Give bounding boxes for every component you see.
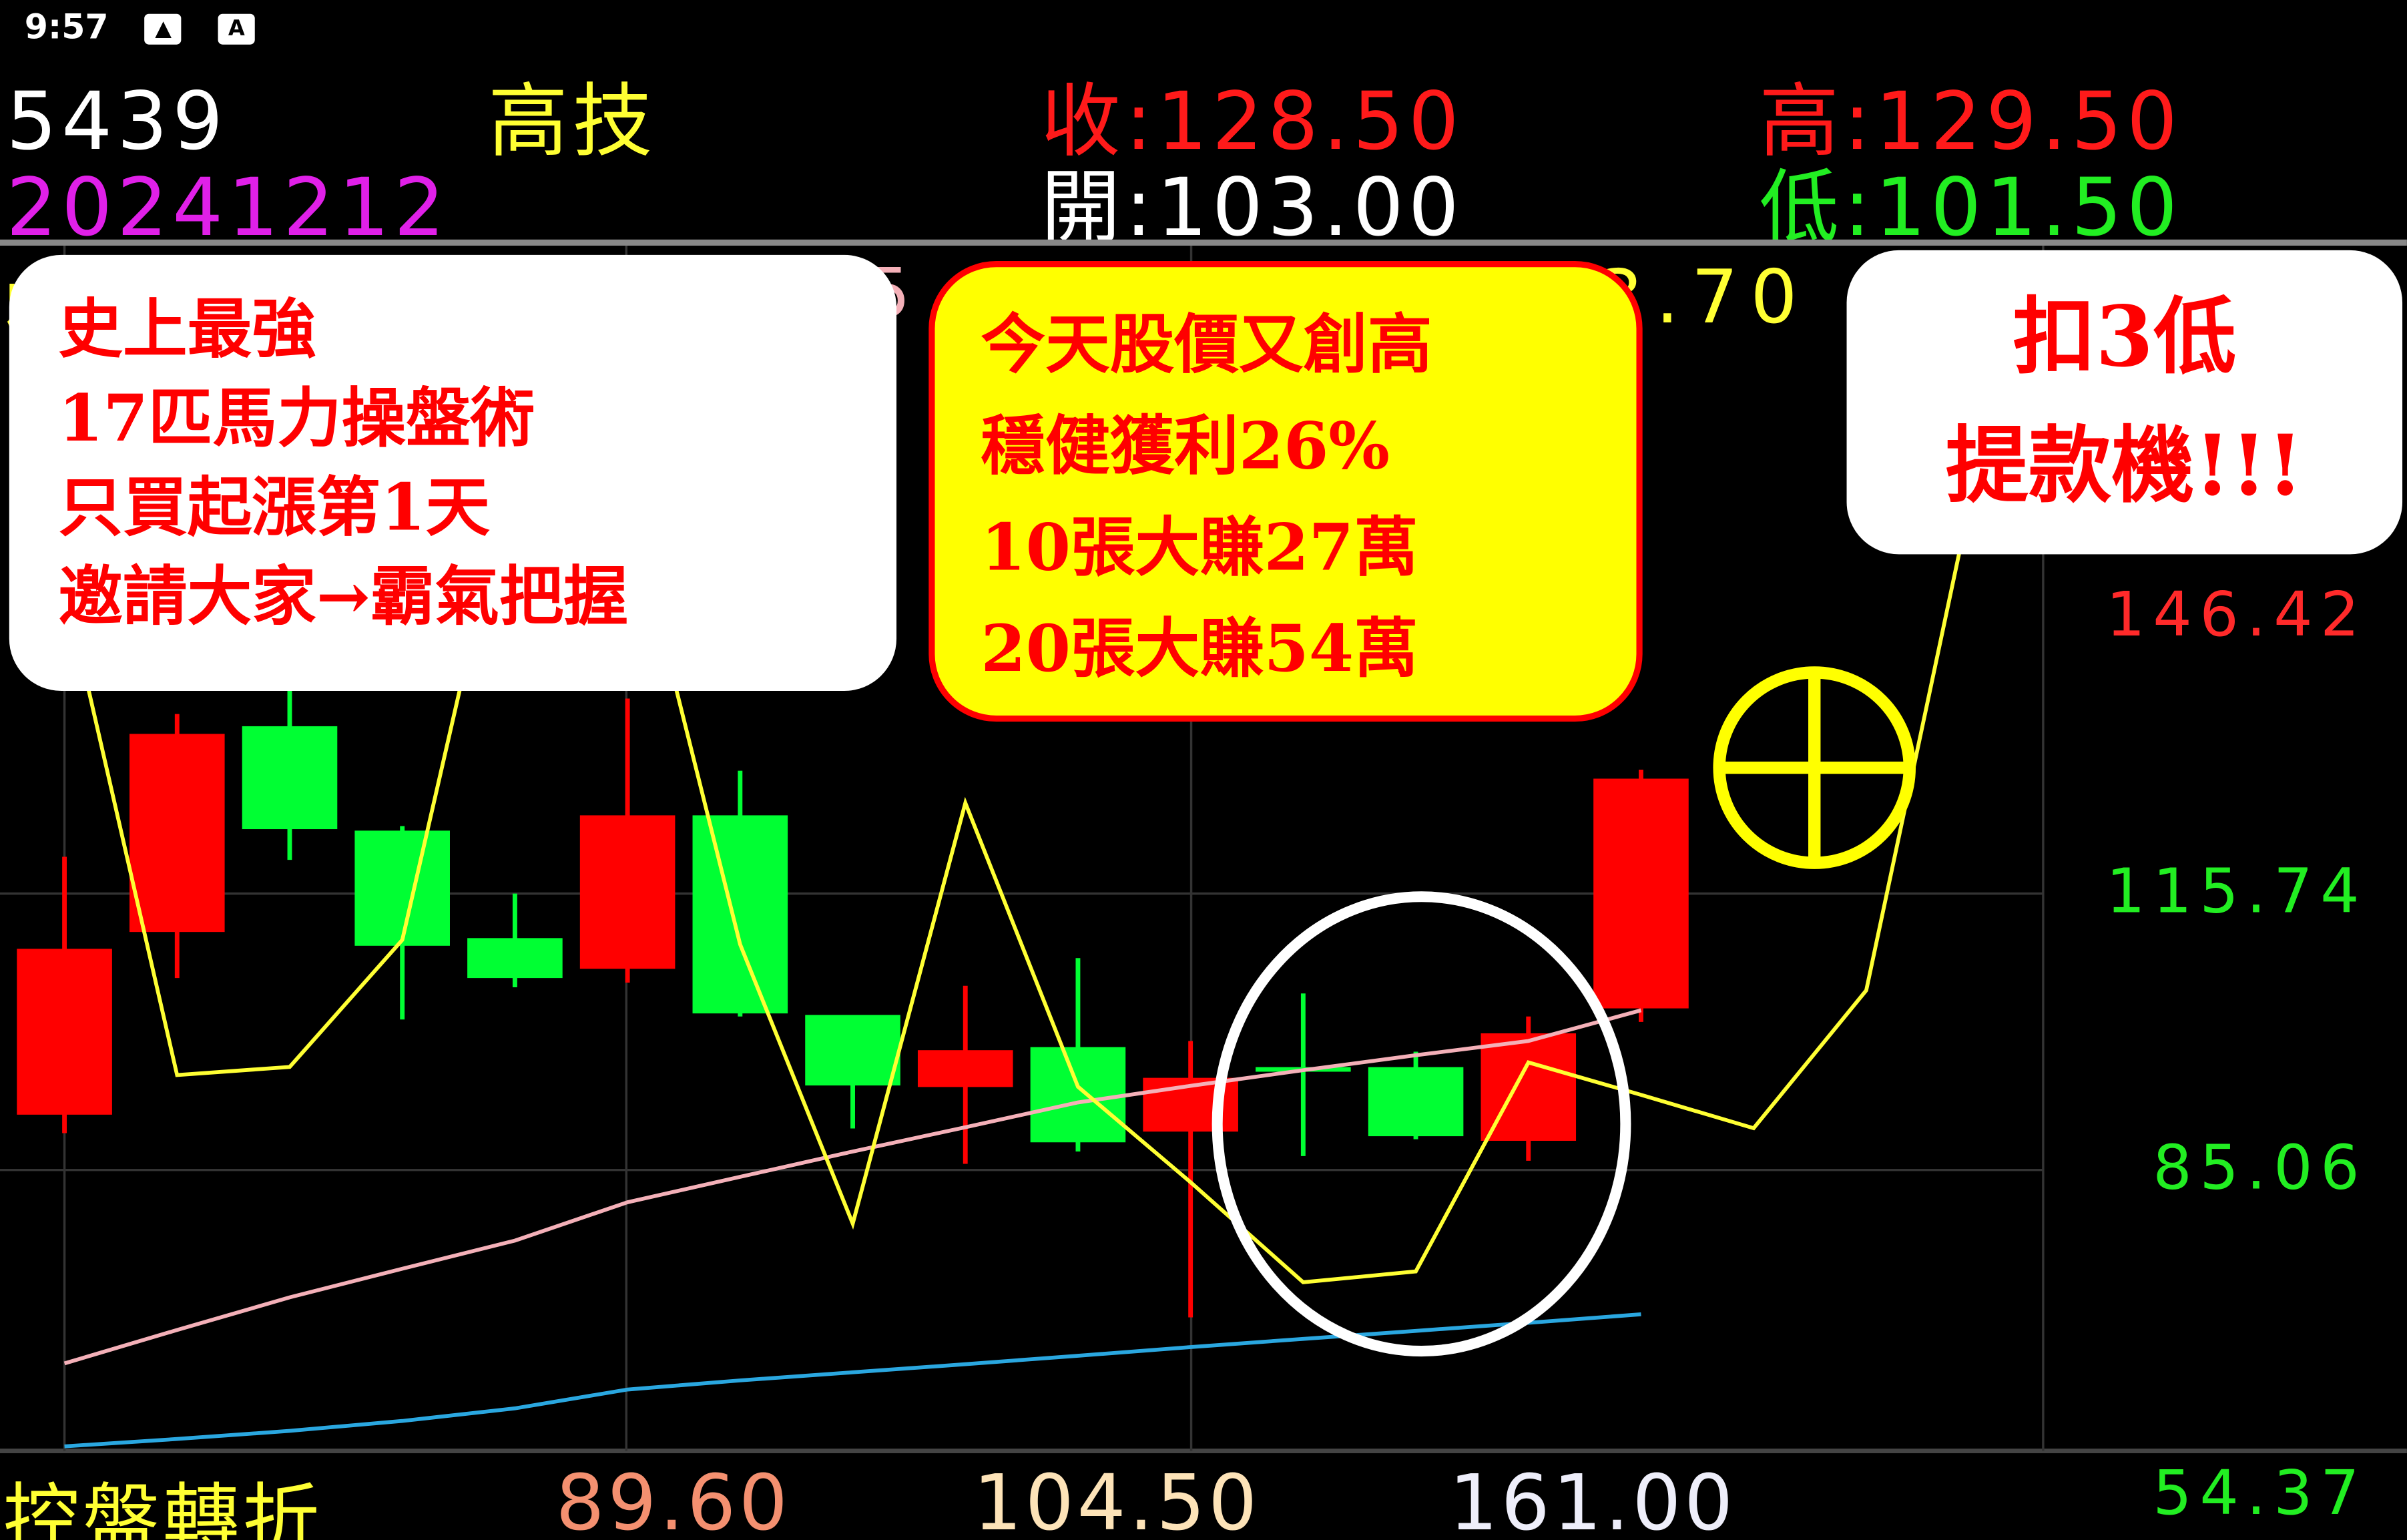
- low-price: 低:101.50: [1759, 162, 2182, 255]
- promo-line: 17匹馬力操盤術: [58, 380, 535, 457]
- candle: [805, 1015, 900, 1129]
- promo-line: 提款機!!!: [1945, 416, 2304, 515]
- promo-bubble-left: 史上最強 17匹馬力操盤術 只買起漲第1天 邀請大家→霸氣把握: [9, 254, 897, 692]
- candle-body: [467, 938, 563, 979]
- candle: [1030, 958, 1126, 1152]
- candle: [1593, 769, 1689, 1022]
- open-price: 開:103.00: [1041, 162, 1464, 255]
- promo-line: 今天股價又創高: [981, 307, 1432, 382]
- stock-code: 5439: [6, 77, 228, 170]
- promo-line: 邀請大家→霸氣把握: [58, 559, 629, 634]
- promo-line: 只買起漲第1天: [58, 469, 491, 545]
- promo-line: 10張大賺27萬: [981, 509, 1418, 585]
- candle-body: [692, 815, 788, 1014]
- trade-date: 20241212: [6, 162, 450, 255]
- candle-body: [579, 815, 676, 969]
- candle-body: [1030, 1047, 1126, 1143]
- highlight-ellipse: [1212, 891, 1631, 1357]
- candle-body: [1593, 778, 1689, 1009]
- candle: [17, 856, 112, 1133]
- promo-line: 扣3低: [2013, 287, 2237, 386]
- status-bar: 9:57 ▲ A: [24, 9, 255, 48]
- y-tick: 85.06: [2153, 1133, 2368, 1204]
- candle: [917, 985, 1013, 1164]
- promo-line: 史上最強: [58, 292, 316, 367]
- candle: [129, 714, 225, 979]
- candle-body: [354, 830, 450, 946]
- stock-name: 高技: [488, 77, 657, 170]
- candle-body: [1368, 1067, 1464, 1137]
- promo-line: 20張大賺54萬: [981, 611, 1418, 687]
- close-price: 收:128.50: [1041, 77, 1464, 170]
- image-icon: ▲: [145, 13, 182, 45]
- y-tick: 146.42: [2106, 580, 2368, 652]
- target-crosshair-icon: [1713, 666, 1916, 869]
- candle-body: [17, 949, 112, 1115]
- ma-mid-line: [63, 1008, 1642, 1366]
- candle-body: [242, 726, 338, 830]
- candle: [467, 893, 563, 988]
- ma-short-line: [62, 447, 1981, 1284]
- candle-body: [805, 1015, 900, 1086]
- candle: [692, 770, 788, 1017]
- footer-label: 控盤轉折: [3, 1475, 322, 1540]
- footer-value-1: 89.60: [555, 1459, 791, 1540]
- status-time: 9:57: [24, 9, 109, 48]
- footer-value-3: 161.00: [1448, 1459, 1736, 1540]
- text-a-icon: A: [218, 13, 255, 45]
- y-tick: 54.37: [2153, 1459, 2368, 1529]
- candle-body: [129, 734, 225, 933]
- promo-bubble-right: 扣3低 提款機!!!: [1846, 250, 2403, 555]
- promo-bubble-center: 今天股價又創高 穩健獲利26% 10張大賺27萬 20張大賺54萬: [928, 261, 1643, 722]
- candle: [1481, 1016, 1577, 1161]
- candle: [1368, 1051, 1464, 1139]
- high-price: 高:129.50: [1759, 77, 2182, 170]
- footer-value-2: 104.50: [973, 1459, 1260, 1540]
- promo-line: 穩健獲利26%: [981, 408, 1390, 484]
- candle: [354, 826, 450, 1020]
- y-tick: 115.74: [2106, 856, 2368, 928]
- header-divider: [0, 239, 2407, 246]
- candle: [242, 683, 338, 860]
- ma-long-line: [64, 1312, 1641, 1449]
- candle-body: [917, 1050, 1013, 1087]
- candle: [579, 698, 676, 983]
